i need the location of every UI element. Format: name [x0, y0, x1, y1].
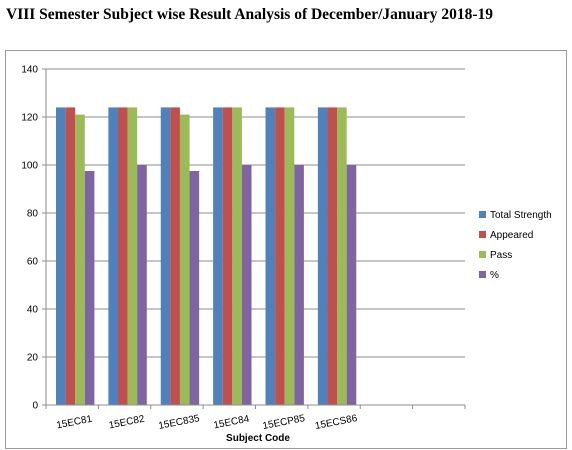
legend-swatch: [479, 271, 486, 278]
bar: [241, 165, 252, 405]
legend-swatch: [479, 211, 486, 218]
legend-label: Appeared: [490, 230, 533, 241]
y-tick-label: 100: [21, 161, 38, 172]
bar: [108, 107, 118, 406]
y-tick-label: 140: [21, 65, 38, 76]
bar: [232, 107, 242, 406]
bars: [56, 107, 357, 406]
bar: [65, 107, 76, 406]
x-tick-label: 15EC82: [108, 414, 146, 432]
x-tick-label: 15ECP85: [262, 413, 307, 432]
bar: [127, 107, 138, 406]
x-tick-label: 15EC835: [158, 413, 201, 432]
bar: [294, 165, 304, 405]
y-tick-label: 40: [27, 305, 39, 316]
bar: [160, 107, 171, 406]
y-tick-label: 20: [27, 353, 39, 364]
bar: [137, 165, 147, 405]
bar: [179, 114, 190, 405]
legend-label: Pass: [490, 250, 512, 261]
bar: [265, 107, 276, 406]
bar: [117, 107, 128, 406]
bar: [170, 107, 180, 406]
legend-swatch: [479, 251, 486, 258]
y-tick-label: 60: [27, 257, 39, 268]
bar: [222, 107, 233, 406]
bar: [337, 107, 347, 406]
bar: [275, 107, 285, 406]
bar: [213, 107, 223, 406]
x-tick-label: 15EC81: [56, 414, 94, 432]
bar: [327, 107, 338, 406]
bar: [317, 107, 328, 406]
page-title: VIII Semester Subject wise Result Analys…: [6, 6, 494, 23]
bar: [56, 107, 66, 406]
legend: Total Strength Appeared Pass%: [479, 210, 552, 281]
bar: [189, 171, 200, 405]
bar: [84, 171, 95, 405]
x-axis-label: Subject Code: [226, 433, 290, 444]
bar: [346, 165, 357, 405]
legend-label: Total Strength: [490, 210, 552, 221]
x-tick-label: 15EC84: [213, 414, 251, 432]
y-tick-label: 80: [27, 209, 39, 220]
legend-swatch: [479, 231, 486, 238]
bar: [284, 107, 295, 406]
legend-label: %: [490, 270, 499, 281]
y-tick-label: 0: [32, 401, 38, 412]
bar: [75, 114, 85, 405]
x-tick-label: 15ECS86: [314, 413, 359, 432]
y-tick-label: 120: [21, 113, 38, 124]
